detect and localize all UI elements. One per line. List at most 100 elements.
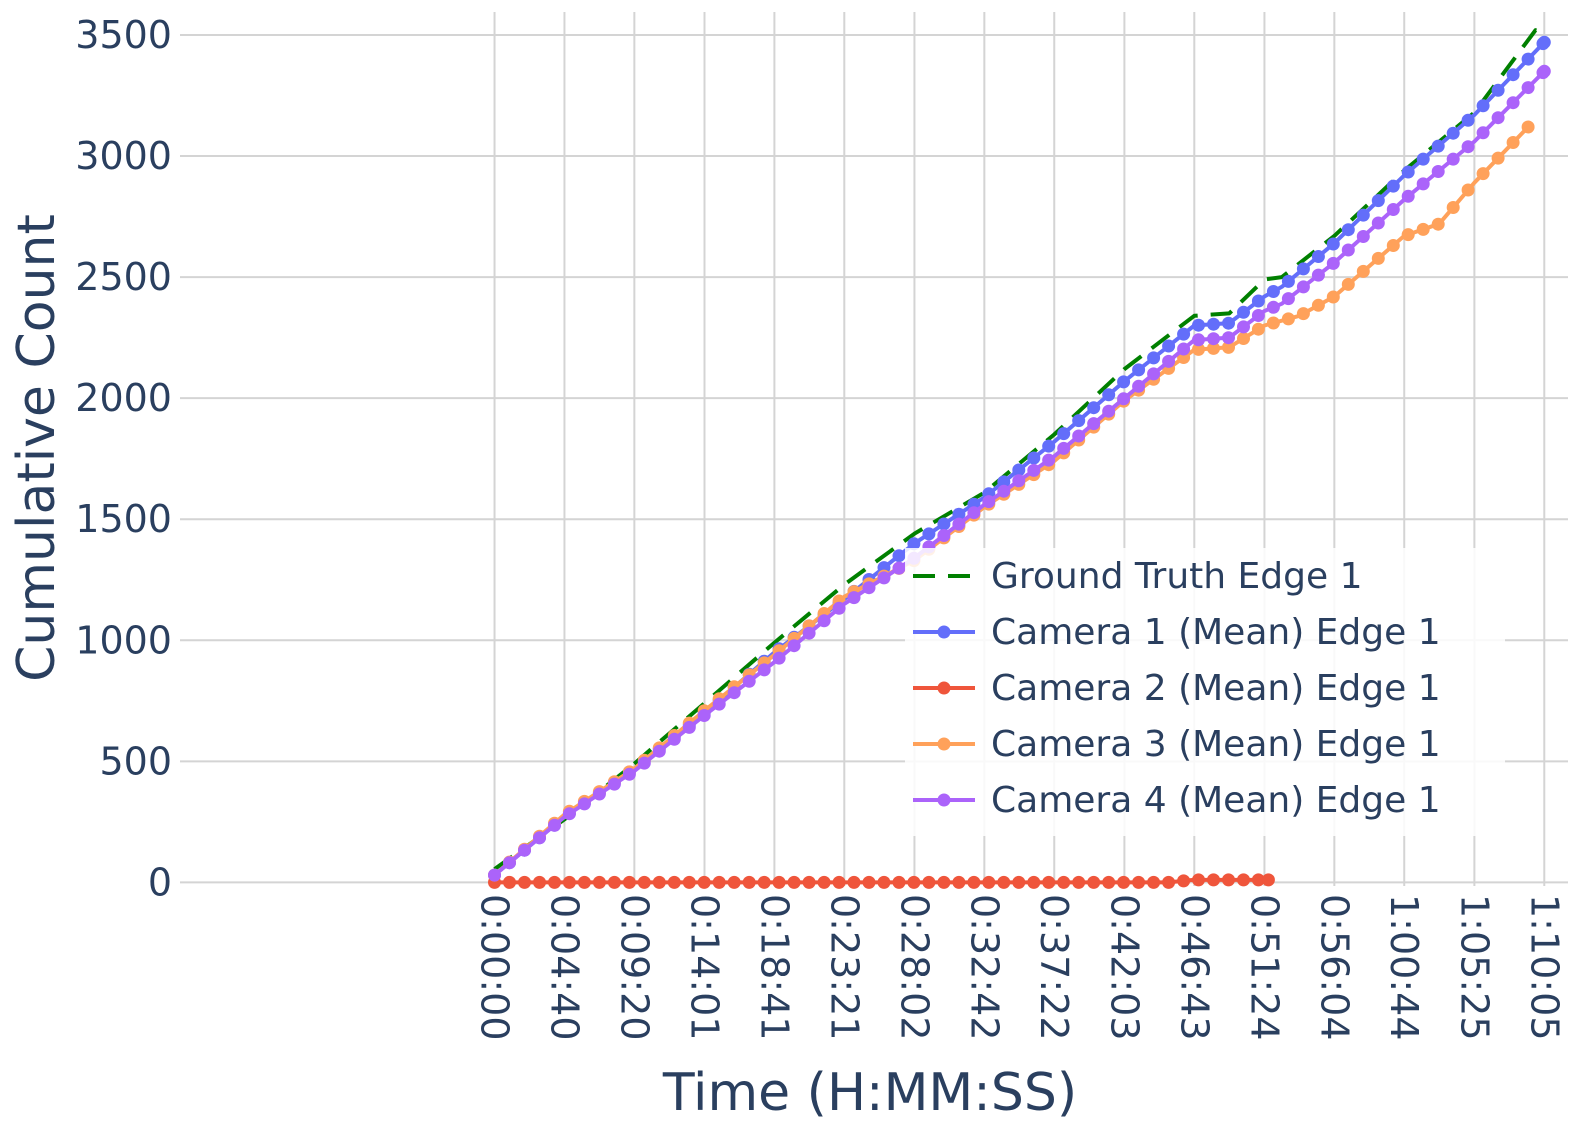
data-point [922,527,936,541]
data-point [922,875,936,889]
data-point [937,517,951,531]
data-point [1207,341,1220,355]
data-point [637,756,651,770]
data-point [697,709,711,722]
x-tick-label: 0:56:04 [1312,894,1356,1041]
data-point [742,674,756,688]
series-lines [488,28,1551,889]
data-point [697,875,711,889]
x-tick-label: 1:10:05 [1522,894,1566,1041]
legend-label: Ground Truth Edge 1 [991,556,1363,597]
data-point [982,875,996,889]
data-point [637,875,651,889]
data-point [1192,333,1205,347]
data-point [1386,203,1400,216]
data-point [1326,237,1340,251]
data-point [667,875,681,889]
data-point [1326,290,1340,304]
data-point [817,614,831,628]
data-point [1057,441,1071,455]
data-point [1341,277,1355,291]
data-point [548,875,561,889]
data-point [1251,322,1265,336]
data-point [1237,305,1250,319]
data-point [967,875,981,889]
data-point [1132,379,1146,393]
data-point [772,651,786,665]
data-point [1042,439,1056,453]
data-point [1222,316,1235,330]
legend-label: Camera 4 (Mean) Edge 1 [991,780,1441,821]
data-point [1027,875,1041,889]
series-camera-2-mean-edge-1 [488,873,1275,889]
data-point [592,787,606,801]
data-point [892,549,906,563]
y-tick-label: 500 [99,739,172,783]
data-point [757,663,771,677]
data-point [712,697,726,711]
data-point [1356,230,1370,243]
data-point [1326,256,1340,270]
data-point [1132,875,1146,889]
data-point [1057,875,1071,889]
data-point [997,475,1011,489]
data-point [1177,874,1191,888]
data-point [1416,152,1430,166]
x-tick-label: 1:05:25 [1452,894,1496,1041]
data-point [1386,239,1400,252]
data-point [682,875,696,889]
data-point [1401,189,1415,203]
legend-item: Camera 1 (Mean) Edge 1 [913,612,1441,653]
data-point [1506,96,1520,110]
data-point [1401,228,1415,242]
data-point [1446,201,1460,214]
y-tick-label: 1000 [75,618,172,662]
data-point [548,818,561,832]
data-point [892,875,906,889]
data-point [1521,120,1535,134]
data-point [1207,332,1220,346]
data-point [1237,873,1250,887]
data-point [1237,320,1250,334]
data-point [727,875,741,889]
data-point [1506,68,1520,82]
data-point [952,507,966,521]
data-point [1476,126,1490,140]
data-point [1147,875,1161,889]
data-point [712,875,726,889]
data-point [1476,167,1490,181]
data-point [1261,873,1275,887]
data-point [1117,875,1131,889]
data-point [1057,427,1071,441]
data-point [1266,316,1280,330]
data-point [1237,332,1250,345]
x-axis-ticks: 0:00:00 0:04:40 0:09:20 0:14:01 0:18:41 0:23:… [473,894,1567,1041]
data-point [742,875,756,889]
data-point [1192,342,1205,356]
y-axis-ticks: 0 500 1000 1500 2000 2500 3000 3500 [75,13,172,904]
data-point [518,843,531,857]
data-point [1341,223,1355,237]
data-point [802,626,816,640]
data-point [607,875,621,889]
data-point [1251,873,1265,887]
y-axis-title: Cumulative Count [7,214,67,682]
data-point [787,639,801,653]
data-point [1371,251,1385,265]
x-tick-label: 0:51:24 [1242,894,1286,1041]
data-point [518,875,531,889]
legend-label: Camera 1 (Mean) Edge 1 [991,612,1441,653]
data-point [1476,99,1490,113]
data-point [1042,453,1056,467]
data-point [847,875,861,889]
data-point [1416,177,1430,191]
data-point [877,571,891,585]
data-point [772,875,786,889]
data-point [1491,111,1505,125]
data-point [1311,250,1325,263]
data-point [622,767,636,781]
data-point [1431,139,1445,153]
legend-item: Camera 3 (Mean) Edge 1 [913,724,1441,765]
data-point [652,875,666,889]
data-point [1296,280,1310,294]
